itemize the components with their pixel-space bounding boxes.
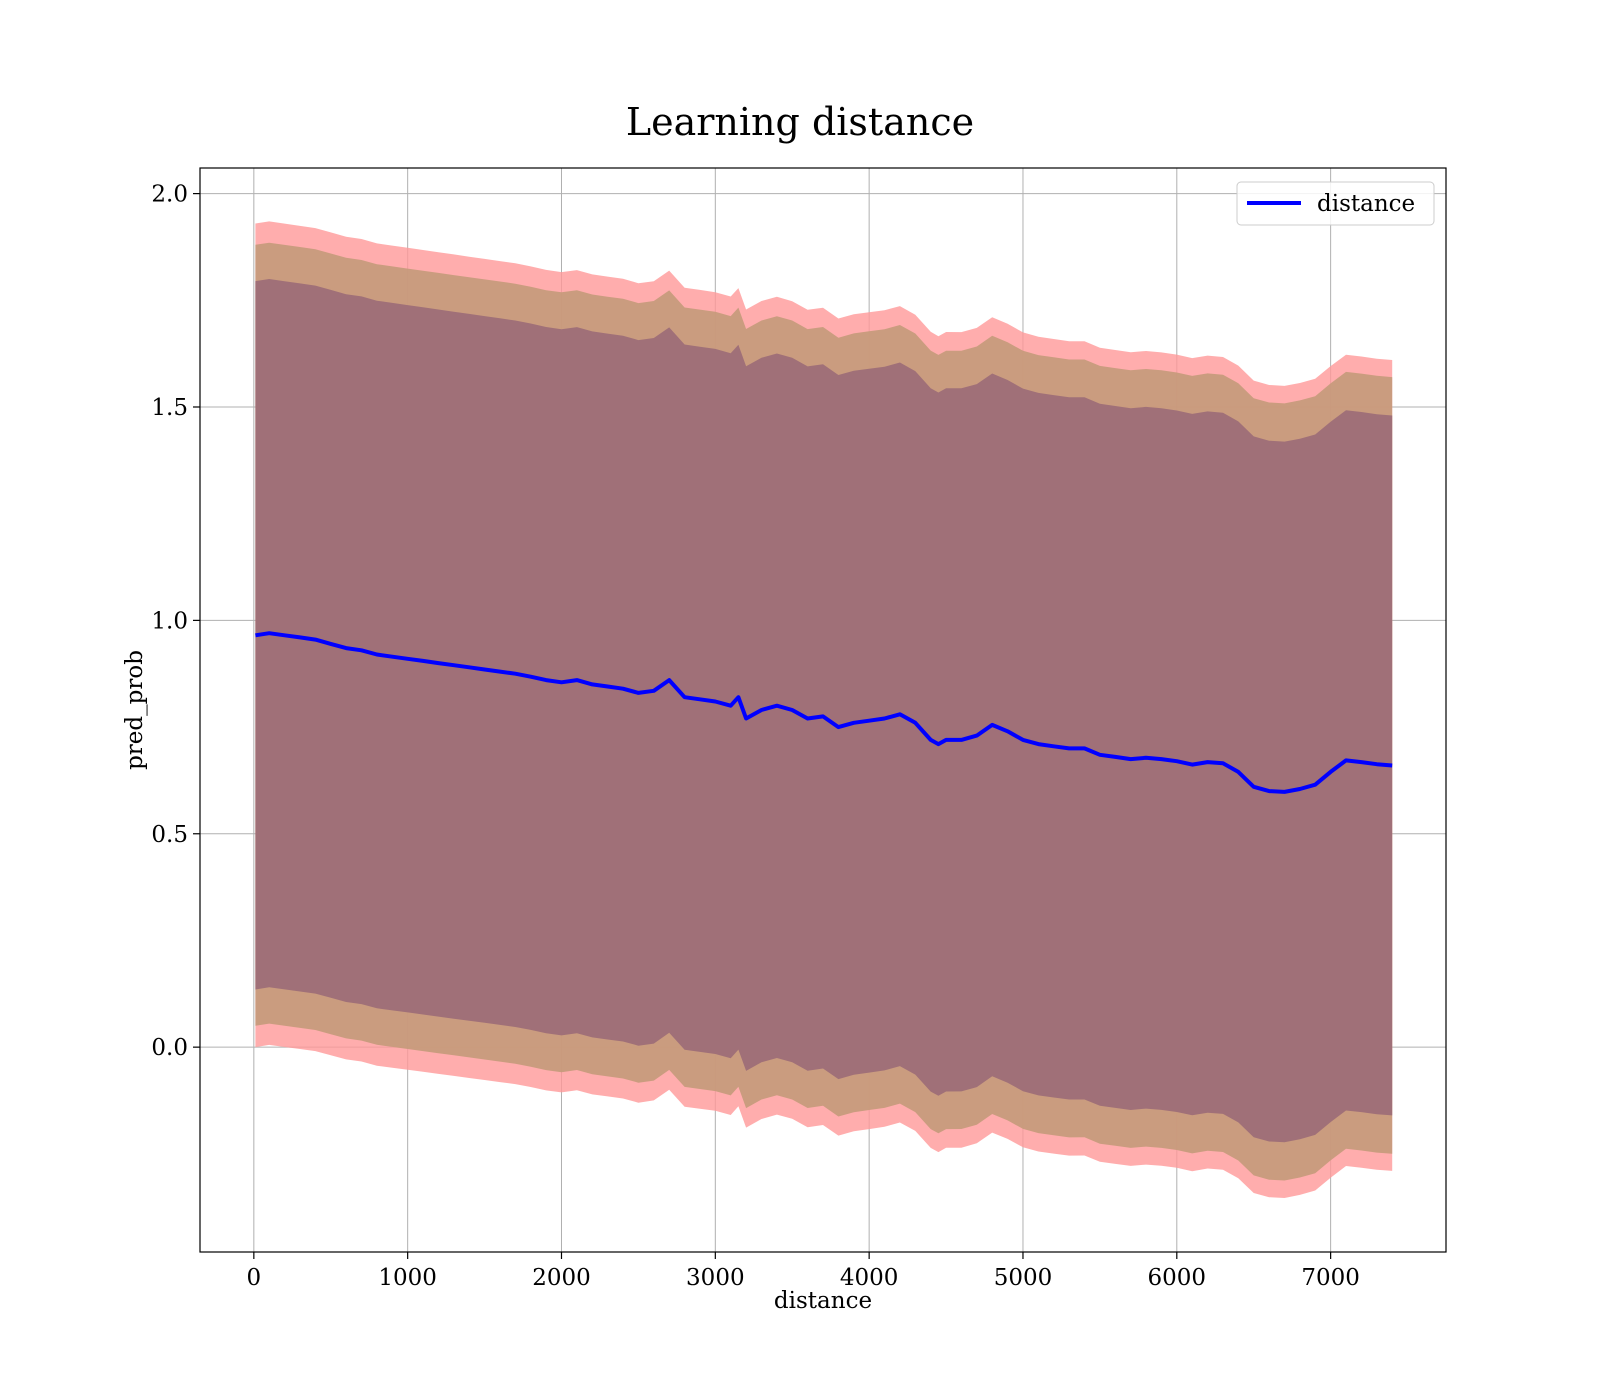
x-tick-label: 1000 [378,1265,437,1291]
x-axis-label: distance [774,1288,872,1314]
x-tick-label: 0 [247,1265,262,1291]
y-tick-label: 1.5 [151,395,188,421]
x-tick-label: 7000 [1301,1265,1360,1291]
y-tick-label: 0.5 [151,822,188,848]
series-lines [255,631,1393,794]
legend: distance [1236,181,1435,226]
x-tick-label: 5000 [994,1265,1053,1291]
legend-box [1236,181,1435,226]
y-axis-label: pred_prob [122,650,148,770]
series-line-distance [255,631,1393,794]
axis-ticks: 0 1000 2000 3000 4000 5000 6000 7000 0.0 0.5 1.0 1.… [151,182,1359,1291]
y-tick-label: 0.0 [151,1035,188,1061]
legend-label-distance: distance [1317,191,1415,217]
x-tick-label: 2000 [532,1265,591,1291]
chart-title: Learning distance [625,100,975,144]
confidence-bands [255,221,1393,1198]
plot-frame [199,167,1447,1253]
y-tick-label: 2.0 [151,182,188,208]
x-tick-label: 4000 [840,1265,899,1291]
y-tick-label: 1.0 [151,608,188,634]
x-tick-label: 6000 [1148,1265,1207,1291]
x-tick-label: 3000 [686,1265,745,1291]
band-inner [255,279,1393,1143]
